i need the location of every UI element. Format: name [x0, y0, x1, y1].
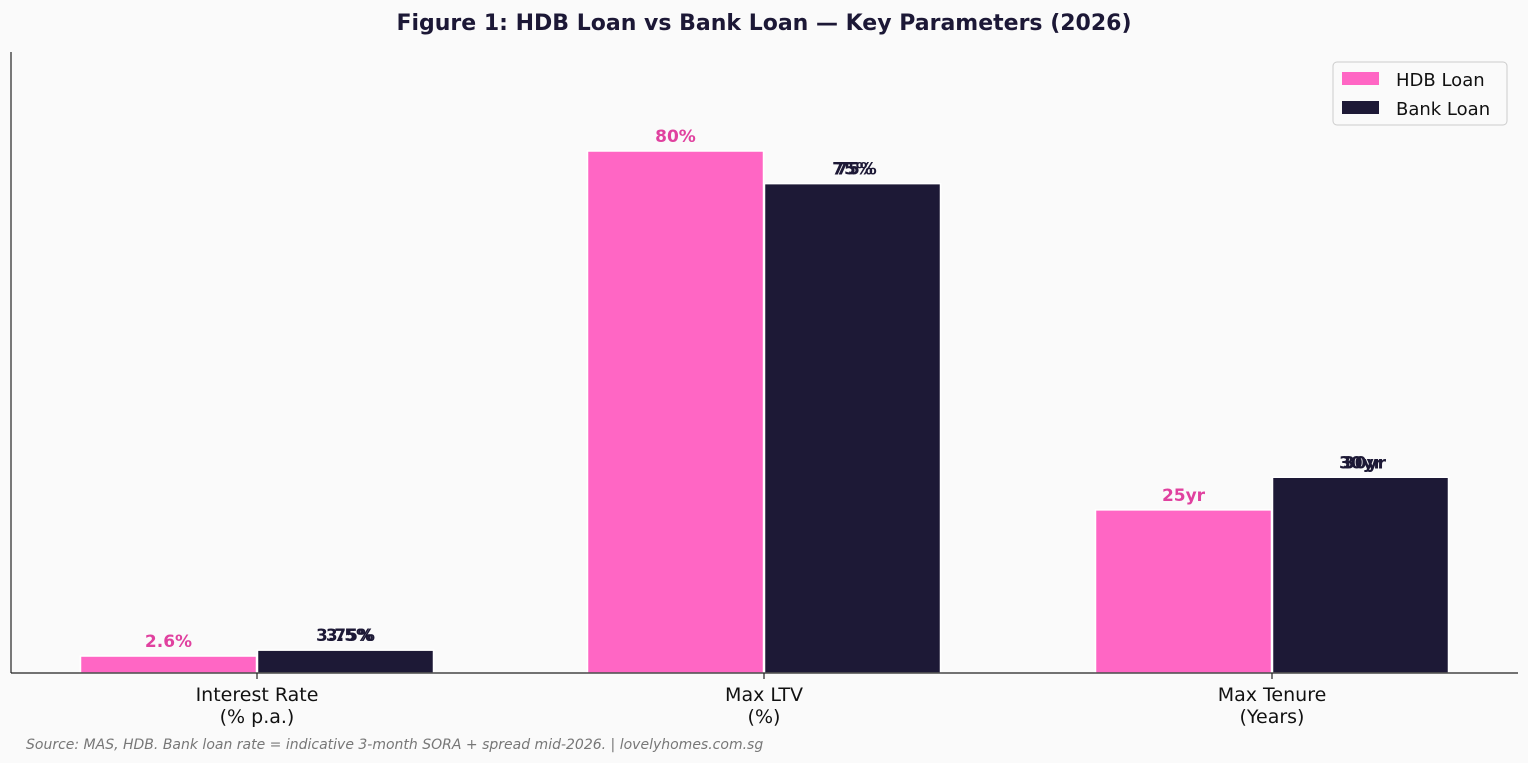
- x-tick-label-interest-rate: Interest Rate (% p.a.): [196, 684, 319, 728]
- legend-swatch-hdb-loan: [1342, 72, 1379, 85]
- x-tick-label-line: Max LTV: [725, 684, 803, 706]
- bar-bank-loan-max-ltv: [763, 182, 942, 674]
- x-tick-label-line: (% p.a.): [220, 706, 295, 728]
- bar-hdb-loan-max-tenure: [1094, 509, 1273, 674]
- x-tick-label-line: Max Tenure: [1218, 684, 1327, 706]
- value-label-overlap-bank-loan-max-ltv: 75%: [836, 160, 877, 180]
- value-label-hdb-loan-max-tenure: 25yr: [1162, 486, 1206, 506]
- value-label-overlap-bank-loan-max-tenure: 30yr: [1343, 453, 1387, 473]
- x-tick-label-max-ltv: Max LTV (%): [725, 684, 803, 728]
- value-label-bank-loan-max-ltv: 75%: [832, 160, 873, 180]
- x-tick-label-line: (%): [748, 706, 781, 728]
- legend: HDB Loan Bank Loan: [1332, 61, 1508, 126]
- value-label-bank-loan-interest-rate: 3.75%: [316, 626, 375, 646]
- bars-layer: [79, 150, 1450, 674]
- x-tick-label-max-tenure: Max Tenure (Years): [1218, 684, 1327, 728]
- value-label-hdb-loan-interest-rate: 2.6%: [145, 632, 192, 652]
- bar-hdb-loan-max-ltv: [586, 150, 765, 674]
- legend-label-bank-loan: Bank Loan: [1396, 99, 1490, 120]
- chart-title: Figure 1: HDB Loan vs Bank Loan — Key Pa…: [396, 11, 1131, 36]
- value-label-bank-loan-max-tenure: 30yr: [1339, 453, 1383, 473]
- x-ticks-layer: Interest Rate (% p.a.) Max LTV (%) Max Tenur…: [196, 673, 1327, 728]
- bar-bank-loan-interest-rate: [256, 649, 435, 674]
- value-label-overlap-bank-loan-interest-rate: 3.5%: [326, 626, 373, 646]
- bar-bank-loan-max-tenure: [1271, 476, 1450, 674]
- legend-swatch-bank-loan: [1342, 101, 1379, 114]
- x-tick-label-line: (Years): [1240, 706, 1305, 728]
- legend-label-hdb-loan: HDB Loan: [1396, 70, 1485, 91]
- bar-hdb-loan-interest-rate: [79, 655, 258, 674]
- value-label-hdb-loan-max-ltv: 80%: [655, 127, 696, 147]
- source-note: Source: MAS, HDB. Bank loan rate = indic…: [26, 737, 763, 753]
- x-tick-label-line: Interest Rate: [196, 684, 319, 706]
